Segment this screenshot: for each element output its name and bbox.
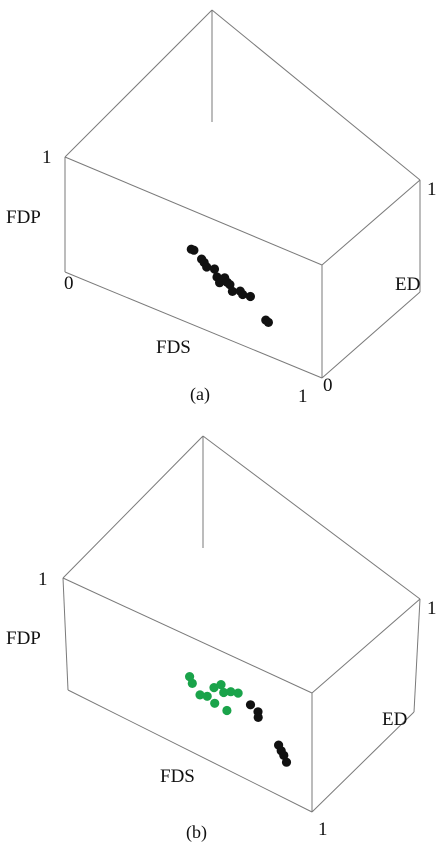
- panel-b-edge: [62, 577, 69, 691]
- panel-a-edge: [64, 9, 213, 158]
- panel-b-z-end-tick: 1: [38, 569, 48, 590]
- panel-a-edge: [211, 9, 421, 181]
- panel-b-z-axis-label: FDP: [6, 628, 41, 649]
- panel-b-series-0-point-10: [233, 688, 243, 698]
- panel-b-edge: [311, 598, 421, 694]
- panel-a-series-0-point-4: [202, 262, 212, 272]
- panel-b-caption: (b): [186, 822, 207, 843]
- panel-a-x-axis-label: FDS: [156, 337, 191, 358]
- panel-a-y-end-tick: 1: [427, 179, 437, 200]
- panel-b-series-0-point-5: [210, 698, 220, 708]
- panel-a-series-0-point-16: [263, 317, 273, 327]
- panel-b-edge: [311, 711, 415, 813]
- panel-b-series-1-point-6: [281, 757, 292, 767]
- panel-b-series-0-point-2: [195, 690, 205, 700]
- panel-a-z-axis-label: FDP: [6, 207, 41, 228]
- panel-a-series-0-point-14: [245, 291, 255, 302]
- panel-a-edge: [64, 271, 323, 379]
- panel-a-y-axis-label: ED: [395, 274, 420, 295]
- panel-b-x-axis-label: FDS: [160, 766, 195, 787]
- panel-b-scatter-3d: 1 FDP FDS 1 1 ED (b): [6, 435, 437, 843]
- panel-b-points: [185, 672, 292, 767]
- panel-b-series-0-point-8: [222, 705, 232, 716]
- panel-a-scatter-3d: 1 FDP 0 FDS 1 0 1 ED (a): [6, 9, 437, 407]
- panel-b-y-end-tick: 1: [427, 598, 437, 619]
- panel-b-series-0-point-7: [219, 687, 229, 698]
- panel-a-edge: [321, 291, 421, 379]
- panel-a-series-0-point-1: [189, 245, 199, 255]
- panel-a-x-end-tick: 1: [298, 386, 308, 407]
- panel-b-x-end-tick: 1: [318, 819, 328, 840]
- panel-a-series-0-point-5: [209, 264, 220, 274]
- panel-a-z-end-tick: 1: [42, 147, 52, 168]
- panel-b-series-1-point-2: [253, 712, 263, 723]
- panel-b-edge: [202, 435, 421, 600]
- panel-a-caption: (a): [190, 384, 210, 405]
- panel-b-series-0-point-1: [187, 678, 197, 689]
- panel-a-points: [186, 244, 273, 327]
- panel-b-series-1-point-0: [245, 700, 256, 710]
- panel-b-edge: [62, 577, 313, 694]
- panel-a-series-0-point-11: [227, 286, 237, 296]
- panel-a-series-0-point-13: [238, 289, 248, 300]
- panel-b-series-0-point-3: [202, 691, 212, 701]
- panel-a-x-start-tick: 0: [64, 273, 74, 294]
- panel-a-y-start-tick: 0: [323, 375, 333, 396]
- panel-b-series-0-point-6: [216, 680, 226, 690]
- panel-b-edge: [413, 598, 421, 713]
- panel-a-box-edges: [64, 9, 421, 379]
- panel-b-series-0-point-9: [226, 687, 236, 697]
- panel-b-box-edges: [62, 435, 421, 813]
- panel-a-edge: [64, 156, 323, 266]
- panel-a-edge: [321, 179, 421, 266]
- panel-b-y-axis-label: ED: [382, 709, 407, 730]
- panel-b-series-0-point-4: [209, 683, 219, 693]
- panel-b-edge: [62, 435, 204, 579]
- panel-b-edge: [67, 689, 313, 813]
